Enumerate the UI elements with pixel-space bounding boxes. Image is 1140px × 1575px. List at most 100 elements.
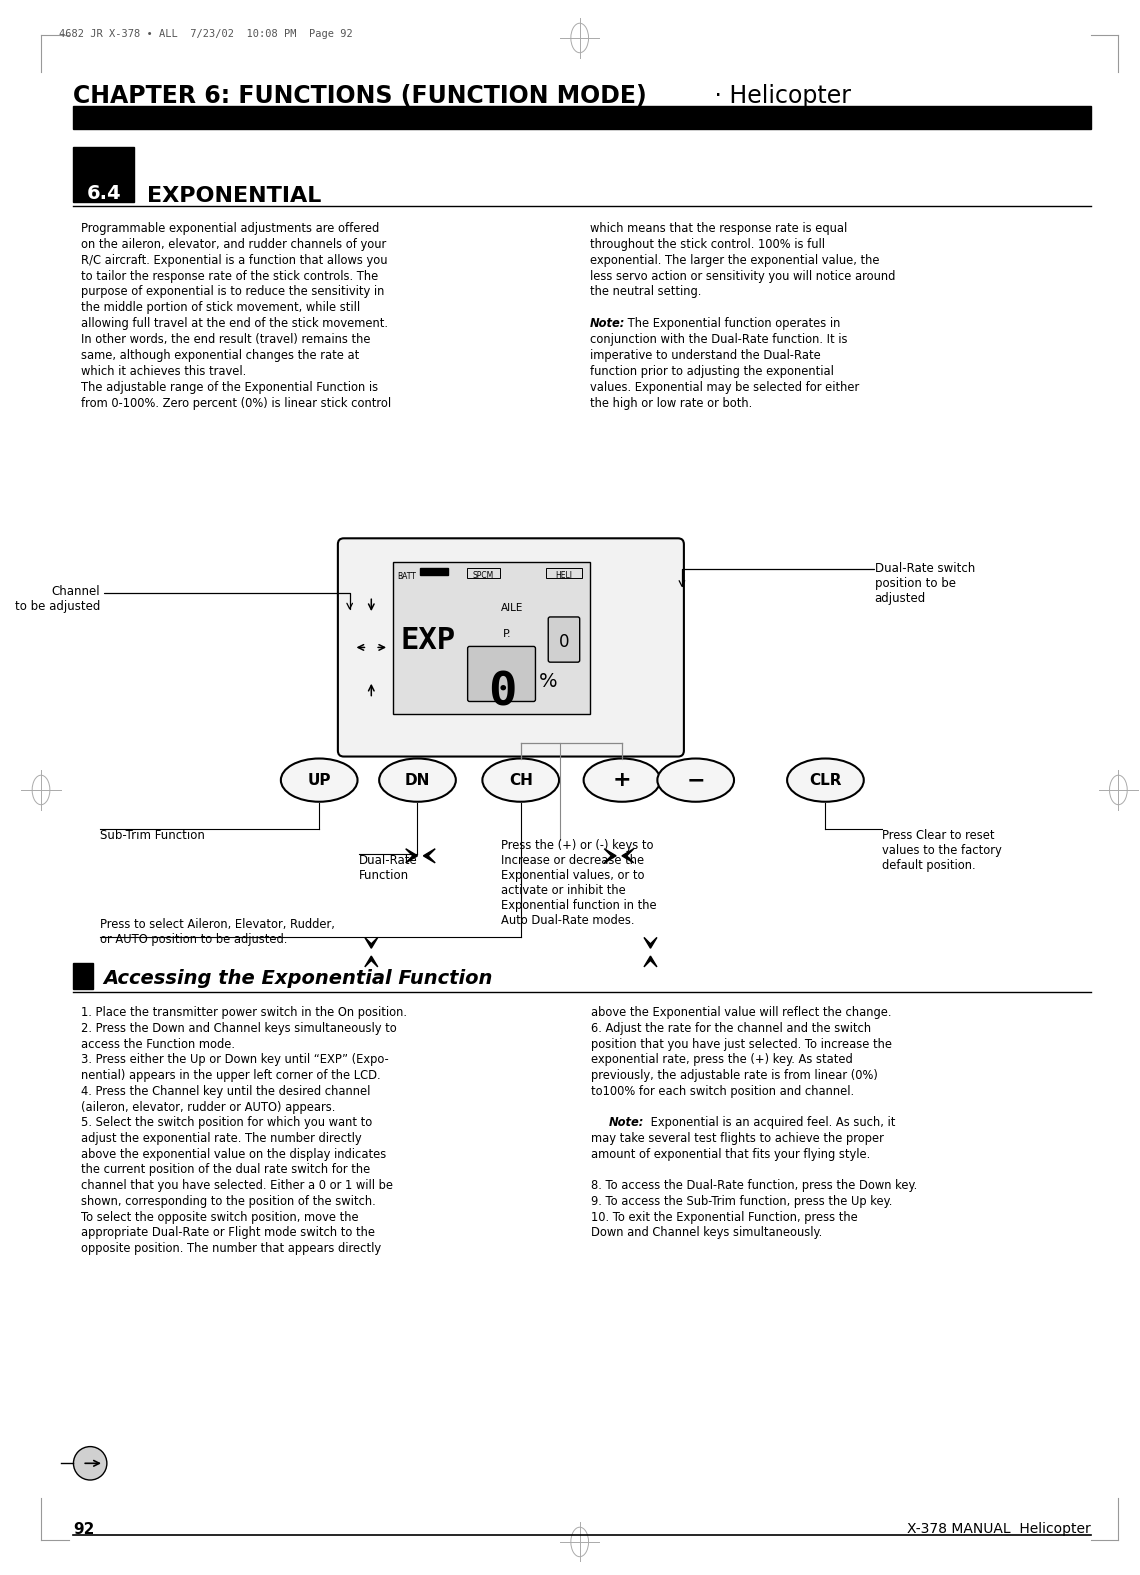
Text: To select the opposite switch position, move the: To select the opposite switch position, … <box>81 1211 359 1224</box>
Text: exponential. The larger the exponential value, the: exponential. The larger the exponential … <box>589 254 879 266</box>
Text: +: + <box>612 770 632 791</box>
Ellipse shape <box>787 759 864 802</box>
FancyBboxPatch shape <box>548 617 580 661</box>
Text: 4. Press the Channel key until the desired channel: 4. Press the Channel key until the desir… <box>81 1085 370 1098</box>
Bar <box>73 106 1091 129</box>
Text: X-378 MANUAL  Helicopter: X-378 MANUAL Helicopter <box>907 1523 1091 1536</box>
Text: channel that you have selected. Either a 0 or 1 will be: channel that you have selected. Either a… <box>81 1180 393 1192</box>
Text: appropriate Dual-Rate or Flight mode switch to the: appropriate Dual-Rate or Flight mode swi… <box>81 1227 375 1240</box>
Text: 4682 JR X-378 • ALL  7/23/02  10:08 PM  Page 92: 4682 JR X-378 • ALL 7/23/02 10:08 PM Pag… <box>58 28 352 39</box>
Text: 0: 0 <box>559 633 569 650</box>
Text: Press to select Aileron, Elevator, Rudder,
or AUTO position to be adjusted.: Press to select Aileron, Elevator, Rudde… <box>100 918 335 945</box>
Text: 0: 0 <box>488 669 516 715</box>
Text: The Exponential function operates in: The Exponential function operates in <box>624 317 840 331</box>
Text: above the exponential value on the display indicates: above the exponential value on the displ… <box>81 1148 386 1161</box>
Text: position that you have just selected. To increase the: position that you have just selected. To… <box>592 1038 893 1051</box>
Text: to tailor the response rate of the stick controls. The: to tailor the response rate of the stick… <box>81 269 378 282</box>
Bar <box>73 962 93 989</box>
Bar <box>546 569 581 578</box>
Text: the high or low rate or both.: the high or low rate or both. <box>589 397 751 410</box>
Text: 10. To exit the Exponential Function, press the: 10. To exit the Exponential Function, pr… <box>592 1211 858 1224</box>
Polygon shape <box>365 956 377 967</box>
Circle shape <box>73 1446 107 1480</box>
Text: on the aileron, elevator, and rudder channels of your: on the aileron, elevator, and rudder cha… <box>81 238 386 250</box>
Text: 9. To access the Sub-Trim function, press the Up key.: 9. To access the Sub-Trim function, pres… <box>592 1195 893 1208</box>
Text: the current position of the dual rate switch for the: the current position of the dual rate sw… <box>81 1164 370 1177</box>
Text: Note:: Note: <box>609 1117 644 1129</box>
Text: The adjustable range of the Exponential Function is: The adjustable range of the Exponential … <box>81 381 378 394</box>
Text: Down and Channel keys simultaneously.: Down and Channel keys simultaneously. <box>592 1227 823 1240</box>
Text: 8. To access the Dual-Rate function, press the Down key.: 8. To access the Dual-Rate function, pre… <box>592 1180 918 1192</box>
Text: the middle portion of stick movement, while still: the middle portion of stick movement, wh… <box>81 301 360 315</box>
Text: Sub-Trim Function: Sub-Trim Function <box>100 830 205 843</box>
Polygon shape <box>423 849 435 863</box>
Polygon shape <box>365 937 377 948</box>
Text: Accessing the Exponential Function: Accessing the Exponential Function <box>103 969 492 988</box>
Text: may take several test flights to achieve the proper: may take several test flights to achieve… <box>592 1132 885 1145</box>
Text: Press Clear to reset
values to the factory
default position.: Press Clear to reset values to the facto… <box>882 830 1002 873</box>
Text: CH: CH <box>508 773 532 788</box>
Text: 5. Select the switch position for which you want to: 5. Select the switch position for which … <box>81 1117 373 1129</box>
Text: EXP: EXP <box>401 625 456 655</box>
Text: UP: UP <box>308 773 331 788</box>
Text: P.: P. <box>503 628 512 639</box>
Text: access the Function mode.: access the Function mode. <box>81 1038 235 1051</box>
Text: which it achieves this travel.: which it achieves this travel. <box>81 365 246 378</box>
Polygon shape <box>644 937 657 948</box>
Text: function prior to adjusting the exponential: function prior to adjusting the exponent… <box>589 365 833 378</box>
Text: Dual-Rate
Function: Dual-Rate Function <box>358 854 417 882</box>
Bar <box>421 569 448 575</box>
Text: to100% for each switch position and channel.: to100% for each switch position and chan… <box>592 1085 855 1098</box>
Text: which means that the response rate is equal: which means that the response rate is eq… <box>589 222 847 235</box>
Ellipse shape <box>380 759 456 802</box>
Polygon shape <box>644 956 657 967</box>
Text: throughout the stick control. 100% is full: throughout the stick control. 100% is fu… <box>589 238 824 250</box>
Text: purpose of exponential is to reduce the sensitivity in: purpose of exponential is to reduce the … <box>81 285 384 299</box>
Text: the neutral setting.: the neutral setting. <box>589 285 701 299</box>
Ellipse shape <box>280 759 358 802</box>
Text: shown, corresponding to the position of the switch.: shown, corresponding to the position of … <box>81 1195 376 1208</box>
Text: exponential rate, press the (+) key. As stated: exponential rate, press the (+) key. As … <box>592 1054 853 1066</box>
Text: from 0-100%. Zero percent (0%) is linear stick control: from 0-100%. Zero percent (0%) is linear… <box>81 397 391 410</box>
Text: SPCM: SPCM <box>473 570 494 580</box>
Text: EXPONENTIAL: EXPONENTIAL <box>147 186 321 206</box>
Text: 1. Place the transmitter power switch in the On position.: 1. Place the transmitter power switch in… <box>81 1006 407 1019</box>
Bar <box>466 569 500 578</box>
Ellipse shape <box>482 759 559 802</box>
Text: In other words, the end result (travel) remains the: In other words, the end result (travel) … <box>81 334 370 346</box>
Text: values. Exponential may be selected for either: values. Exponential may be selected for … <box>589 381 858 394</box>
Text: Programmable exponential adjustments are offered: Programmable exponential adjustments are… <box>81 222 380 235</box>
Text: 3. Press either the Up or Down key until “EXP” (Expo-: 3. Press either the Up or Down key until… <box>81 1054 389 1066</box>
Text: Note:: Note: <box>589 317 625 331</box>
Polygon shape <box>622 849 634 863</box>
Text: (aileron, elevator, rudder or AUTO) appears.: (aileron, elevator, rudder or AUTO) appe… <box>81 1101 335 1114</box>
Text: imperative to understand the Dual-Rate: imperative to understand the Dual-Rate <box>589 350 821 362</box>
Text: nential) appears in the upper left corner of the LCD.: nential) appears in the upper left corne… <box>81 1069 381 1082</box>
Text: previously, the adjustable rate is from linear (0%): previously, the adjustable rate is from … <box>592 1069 878 1082</box>
Text: Dual-Rate switch
position to be
adjusted: Dual-Rate switch position to be adjusted <box>874 562 975 605</box>
Text: BATT: BATT <box>397 572 416 581</box>
Text: 92: 92 <box>73 1523 95 1537</box>
Text: amount of exponential that fits your flying style.: amount of exponential that fits your fly… <box>592 1148 871 1161</box>
Text: CLR: CLR <box>809 773 841 788</box>
Text: 6. Adjust the rate for the channel and the switch: 6. Adjust the rate for the channel and t… <box>592 1022 872 1035</box>
Text: same, although exponential changes the rate at: same, although exponential changes the r… <box>81 350 359 362</box>
Ellipse shape <box>658 759 734 802</box>
Bar <box>393 562 589 715</box>
Text: · Helicopter: · Helicopter <box>708 83 852 109</box>
Text: above the Exponential value will reflect the change.: above the Exponential value will reflect… <box>592 1006 891 1019</box>
Text: Channel
to be adjusted: Channel to be adjusted <box>15 586 100 614</box>
Text: adjust the exponential rate. The number directly: adjust the exponential rate. The number … <box>81 1132 361 1145</box>
Bar <box>73 146 135 202</box>
Text: CHAPTER 6: FUNCTIONS (FUNCTION MODE): CHAPTER 6: FUNCTIONS (FUNCTION MODE) <box>73 83 648 109</box>
Text: Press the (+) or (-) keys to
Increase or decrease the
Exponential values, or to
: Press the (+) or (-) keys to Increase or… <box>502 839 657 928</box>
Text: allowing full travel at the end of the stick movement.: allowing full travel at the end of the s… <box>81 317 389 331</box>
Text: DN: DN <box>405 773 430 788</box>
Polygon shape <box>604 849 616 863</box>
FancyBboxPatch shape <box>467 646 536 701</box>
Text: R/C aircraft. Exponential is a function that allows you: R/C aircraft. Exponential is a function … <box>81 254 388 266</box>
Text: Exponential is an acquired feel. As such, it: Exponential is an acquired feel. As such… <box>646 1117 895 1129</box>
Text: 2. Press the Down and Channel keys simultaneously to: 2. Press the Down and Channel keys simul… <box>81 1022 397 1035</box>
Text: %: % <box>538 673 557 691</box>
Ellipse shape <box>584 759 660 802</box>
